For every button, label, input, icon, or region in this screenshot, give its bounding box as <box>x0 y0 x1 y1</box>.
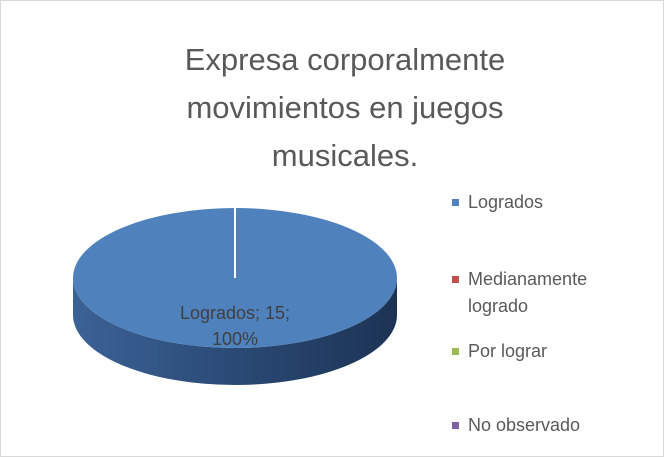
legend-label: No observado <box>468 415 581 435</box>
legend-swatch <box>452 199 459 206</box>
legend-item: Por lograr <box>452 338 652 365</box>
legend-label: Logrados <box>468 192 544 212</box>
legend-label: Por lograr <box>468 341 548 361</box>
legend-swatch <box>452 348 459 355</box>
legend-item: Logrados <box>452 189 652 216</box>
data-label: Logrados; 15; 100% <box>179 303 291 349</box>
pie-side <box>73 278 397 385</box>
chart-title: Expresa corporalmente movimientos en jue… <box>184 42 506 173</box>
legend-label: Medianamente logrado <box>468 269 588 316</box>
legend-item: No observado <box>452 412 652 439</box>
legend-item: Medianamente logrado <box>452 266 652 320</box>
legend-swatch <box>452 276 459 283</box>
legend-swatch <box>452 422 459 429</box>
